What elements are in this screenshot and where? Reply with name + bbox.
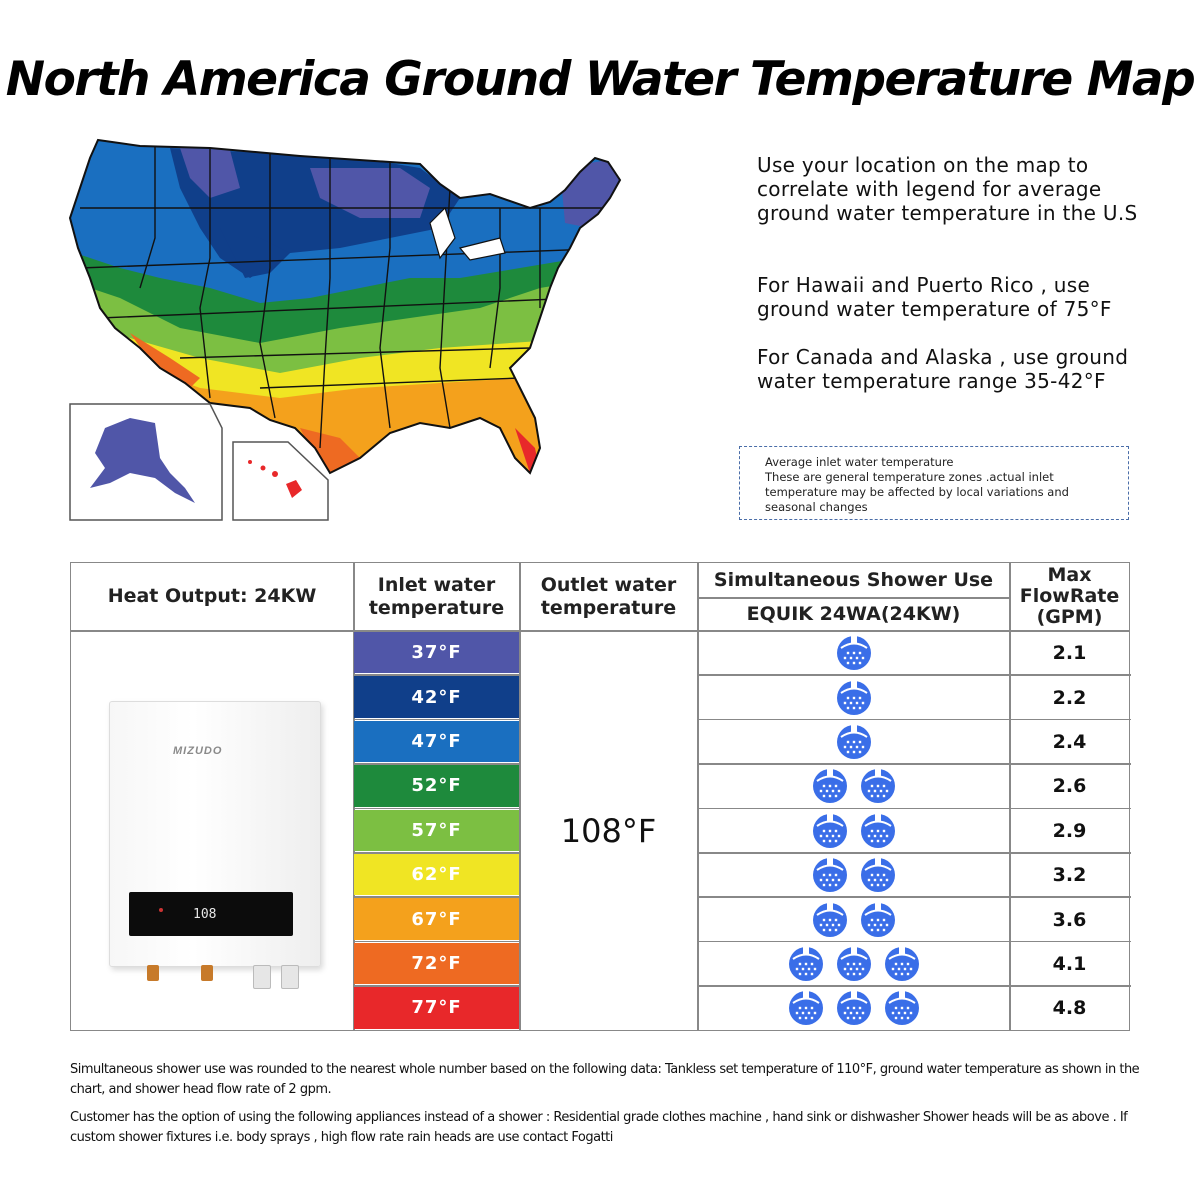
- shower-head-icon: [836, 636, 871, 671]
- simultaneous-shower-header: Simultaneous Shower Use: [713, 568, 994, 591]
- flow-rate-table: Heat Output: 24KW Inlet water temperatur…: [70, 562, 1131, 1031]
- inlet-temperature-cell: 37°F: [354, 632, 519, 674]
- shower-count-cell: [698, 809, 1009, 853]
- model-header: EQUIK 24WA(24KW): [746, 602, 961, 625]
- shower-head-icon: [836, 724, 871, 759]
- shower-head-icon: [860, 813, 895, 848]
- note-heading: Average inlet water temperature: [765, 455, 954, 469]
- page-title: North America Ground Water Temperature M…: [5, 52, 1196, 107]
- shower-head-icon: [884, 991, 919, 1026]
- max-flowrate-header: Max FlowRate (GPM): [1019, 564, 1120, 628]
- shower-count-cell: [698, 986, 1009, 1030]
- max-flowrate-cell: 3.6: [1052, 908, 1087, 931]
- inlet-temperature-cell: 67°F: [354, 898, 519, 940]
- inlet-temperature-cell: 57°F: [354, 809, 519, 851]
- heater-control-panel: 108: [129, 892, 293, 936]
- max-flowrate-cell: 2.4: [1052, 730, 1087, 753]
- heater-display-readout: 108: [193, 907, 217, 922]
- alaska-inset: [69, 403, 223, 521]
- footnote-rounding: Simultaneous shower use was rounded to t…: [70, 1062, 1140, 1097]
- max-flowrate-cell: 4.8: [1052, 997, 1087, 1020]
- inlet-temperature-cell: 77°F: [354, 987, 519, 1029]
- shower-head-icon: [812, 858, 847, 893]
- footnote-appliances: Customer has the option of using the fol…: [70, 1110, 1128, 1145]
- max-flowrate-cell: 4.1: [1052, 952, 1087, 975]
- shower-head-icon: [836, 946, 871, 981]
- shower-count-cell: [698, 853, 1009, 897]
- ground-water-temperature-map: [60, 128, 660, 528]
- shower-count-cell: [698, 897, 1009, 941]
- shower-count-cell: [698, 631, 1009, 675]
- max-flowrate-cell: 2.1: [1052, 642, 1087, 665]
- inlet-temperature-cell: 72°F: [354, 942, 519, 985]
- shower-head-icon: [788, 946, 823, 981]
- inlet-temperature-header: Inlet water temperature: [368, 573, 505, 619]
- hawaii-inset: [232, 441, 329, 521]
- power-indicator-icon: [159, 908, 163, 912]
- heat-output-header: Heat Output: 24KW: [107, 585, 317, 607]
- shower-head-icon: [812, 902, 847, 937]
- info-paragraph-hawaii: For Hawaii and Puerto Rico , use ground …: [757, 273, 1112, 321]
- water-heater-image: MIZUDO 108: [109, 701, 321, 991]
- max-flowrate-cell: 2.9: [1052, 819, 1087, 842]
- shower-head-icon: [836, 991, 871, 1026]
- shower-head-icon: [812, 813, 847, 848]
- shower-count-cell: [698, 675, 1009, 719]
- temperature-note-box: Average inlet water temperature These ar…: [739, 446, 1129, 520]
- shower-head-icon: [860, 902, 895, 937]
- inlet-temperature-cell: 42°F: [354, 676, 519, 718]
- shower-head-icon: [836, 680, 871, 715]
- heater-brand-logo: MIZUDO: [173, 745, 223, 757]
- outlet-temperature-header: Outlet water temperature: [540, 573, 677, 619]
- shower-head-icon: [812, 769, 847, 804]
- shower-head-icon: [860, 769, 895, 804]
- us-map-graphic: [68, 138, 622, 521]
- max-flowrate-cell: 2.2: [1052, 686, 1087, 709]
- inlet-temperature-cell: 47°F: [354, 720, 519, 763]
- note-body: These are general temperature zones .act…: [765, 470, 1069, 514]
- state-borders: [79, 146, 620, 449]
- info-paragraph-canada: For Canada and Alaska , use ground water…: [757, 345, 1129, 393]
- shower-count-cell: [698, 720, 1009, 764]
- outlet-temperature-value: 108°F: [560, 812, 657, 850]
- inlet-temperature-cell: 52°F: [354, 765, 519, 807]
- max-flowrate-cell: 3.2: [1052, 864, 1087, 887]
- info-paragraph-location: Use your location on the map to correlat…: [757, 153, 1138, 225]
- max-flowrate-cell: 2.6: [1052, 775, 1087, 798]
- shower-head-icon: [788, 991, 823, 1026]
- shower-count-cell: [698, 942, 1009, 986]
- shower-head-icon: [884, 946, 919, 981]
- shower-head-icon: [860, 858, 895, 893]
- inlet-temperature-cell: 62°F: [354, 854, 519, 896]
- shower-count-cell: [698, 764, 1009, 808]
